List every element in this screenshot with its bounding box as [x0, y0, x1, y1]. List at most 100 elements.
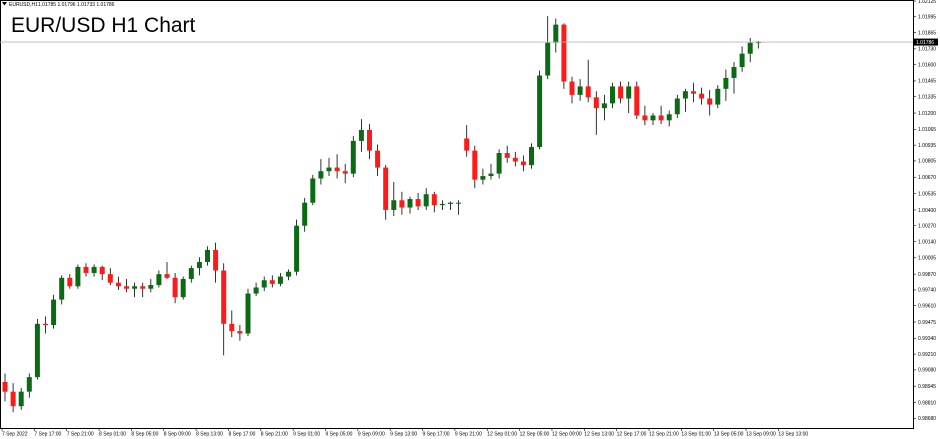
candle[interactable]	[529, 143, 534, 169]
candle[interactable]	[164, 262, 170, 280]
candle[interactable]	[180, 276, 186, 300]
candle[interactable]	[577, 79, 583, 101]
candle[interactable]	[2, 373, 8, 402]
candle[interactable]	[448, 201, 453, 210]
candle[interactable]	[26, 373, 32, 398]
candle[interactable]	[739, 46, 745, 72]
candle[interactable]	[59, 275, 65, 305]
candle[interactable]	[124, 279, 129, 293]
candle[interactable]	[464, 125, 470, 157]
candle[interactable]	[326, 157, 332, 177]
candle[interactable]	[383, 165, 389, 220]
candle[interactable]	[439, 200, 445, 210]
candle-body	[391, 200, 397, 210]
candle[interactable]	[480, 168, 486, 185]
candle[interactable]	[642, 105, 648, 126]
candle[interactable]	[715, 85, 721, 109]
candle[interactable]	[682, 88, 688, 112]
candle[interactable]	[156, 270, 162, 288]
candle[interactable]	[626, 81, 632, 114]
candle[interactable]	[699, 87, 705, 105]
candle[interactable]	[553, 18, 559, 53]
candle[interactable]	[569, 76, 575, 104]
dropdown-triangle-icon[interactable]	[2, 2, 7, 6]
candle[interactable]	[634, 81, 640, 120]
candle[interactable]	[367, 123, 372, 160]
candle[interactable]	[132, 282, 138, 298]
candle[interactable]	[674, 94, 680, 118]
candle[interactable]	[205, 246, 210, 266]
candle[interactable]	[512, 151, 518, 167]
candle[interactable]	[585, 59, 591, 103]
candle[interactable]	[10, 383, 16, 413]
candle[interactable]	[213, 242, 219, 283]
candle[interactable]	[75, 264, 81, 289]
candle[interactable]	[318, 159, 324, 185]
candle[interactable]	[358, 119, 364, 152]
candle[interactable]	[601, 94, 607, 121]
candle[interactable]	[107, 268, 113, 286]
candle[interactable]	[650, 113, 656, 126]
candle[interactable]	[350, 136, 356, 178]
plot-area[interactable]	[0, 0, 914, 429]
candle[interactable]	[375, 144, 381, 177]
candle[interactable]	[269, 275, 275, 288]
candle[interactable]	[229, 310, 235, 338]
candle[interactable]	[707, 90, 713, 116]
candle-body	[512, 157, 518, 162]
candle[interactable]	[415, 192, 421, 210]
candle[interactable]	[691, 82, 696, 103]
candle[interactable]	[245, 288, 251, 336]
candle[interactable]	[18, 388, 24, 410]
candle[interactable]	[399, 191, 405, 215]
candle[interactable]	[472, 145, 478, 189]
candle[interactable]	[504, 145, 510, 163]
candle[interactable]	[731, 62, 737, 94]
candle[interactable]	[391, 182, 397, 217]
candle[interactable]	[520, 155, 526, 172]
candle[interactable]	[83, 263, 89, 277]
candle[interactable]	[456, 200, 462, 215]
candle[interactable]	[593, 91, 599, 135]
candle[interactable]	[221, 263, 227, 356]
candle[interactable]	[723, 69, 729, 101]
candle[interactable]	[342, 163, 348, 184]
candle[interactable]	[545, 16, 551, 80]
candle[interactable]	[148, 279, 154, 293]
candle[interactable]	[334, 154, 340, 179]
candle[interactable]	[618, 81, 624, 104]
candle[interactable]	[51, 294, 57, 329]
candle[interactable]	[277, 272, 283, 287]
time-tick-label: 12 Sep 09:00	[552, 432, 582, 438]
candle[interactable]	[172, 272, 178, 304]
candle[interactable]	[488, 163, 494, 180]
price-axis[interactable]: 1.02125 1.01995 1.01865 1.01730 1.01600 1.014…	[0, 0, 938, 422]
candle[interactable]	[67, 274, 73, 289]
candle[interactable]	[188, 265, 194, 283]
candle[interactable]	[286, 269, 291, 281]
candle[interactable]	[91, 264, 97, 277]
candle[interactable]	[310, 174, 316, 206]
candle[interactable]	[261, 276, 267, 292]
candle[interactable]	[115, 276, 121, 290]
candle[interactable]	[610, 82, 615, 109]
candle[interactable]	[496, 149, 502, 179]
candle[interactable]	[140, 282, 146, 298]
candle[interactable]	[294, 219, 300, 276]
candle[interactable]	[196, 257, 202, 276]
candle[interactable]	[99, 265, 105, 281]
candle[interactable]	[561, 23, 567, 89]
candle[interactable]	[253, 282, 259, 296]
candle[interactable]	[423, 188, 429, 210]
candle[interactable]	[658, 105, 664, 124]
candle[interactable]	[431, 191, 437, 213]
candle[interactable]	[237, 325, 243, 341]
candle[interactable]	[537, 70, 543, 150]
candle[interactable]	[43, 316, 48, 334]
candle[interactable]	[302, 197, 308, 232]
candle[interactable]	[407, 196, 413, 214]
time-axis[interactable]: 7 Sep 2022 7 Sep 17:00 7 Sep 21:00 8 Sep 01…	[1, 428, 808, 438]
candle[interactable]	[34, 318, 40, 380]
candle[interactable]	[666, 110, 672, 127]
